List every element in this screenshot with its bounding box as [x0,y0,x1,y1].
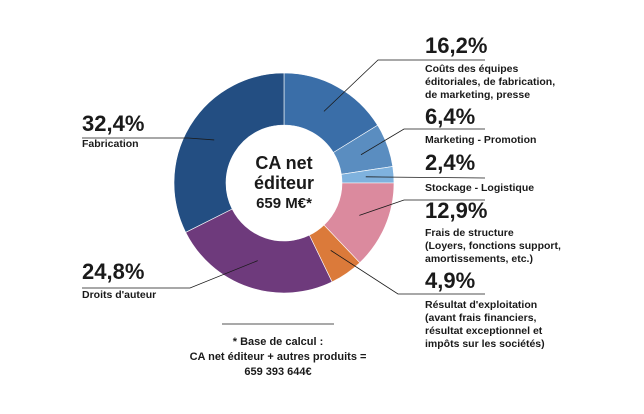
slice-value-label: 16,2% [425,33,487,58]
slice-value-label: 32,4% [82,111,144,136]
slice-category-label: Frais de structure [425,227,514,239]
slice-category-label: Coûts des équipes [425,63,519,75]
donut-slices [173,72,395,294]
center-label-line: éditeur [254,173,314,193]
footnote-line: CA net éditeur + autres produits = [190,351,367,363]
footnote-line: 659 393 644€ [244,366,311,378]
center-label-line: CA net [255,153,312,173]
donut-slice [173,72,285,233]
slice-category-label: (avant frais financiers, [425,312,537,324]
callout-line [82,137,215,141]
footnote: * Base de calcul : CA net éditeur + autre… [190,323,367,378]
slice-category-label: Fabrication [82,138,139,150]
slice-category-label: impôts sur les sociétés) [425,338,545,350]
slice-category-label: éditoriales, de fabrication, [425,76,555,88]
slice-value-label: 4,9% [425,268,475,293]
center-label-line: 659 M€* [256,195,312,212]
slice-category-label: de marketing, presse [425,89,530,101]
slice-category-label: Stockage - Logistique [425,182,534,194]
slice-category-label: amortissements, etc.) [425,253,533,265]
slice-value-label: 12,9% [425,198,487,223]
donut-slice [185,208,333,294]
slice-category-label: Résultat d'exploitation [425,299,537,311]
callout-line [365,176,486,179]
slice-value-label: 2,4% [425,150,475,175]
footnote-line: * Base de calcul : [233,336,324,348]
callout-line [359,199,485,216]
slice-category-label: résultat exceptionnel et [425,325,543,337]
slice-value-label: 6,4% [425,104,475,129]
callout-line [323,59,485,112]
slice-category-label: Droits d'auteur [82,289,156,301]
slice-category-label: Marketing - Promotion [425,134,536,146]
slice-value-label: 24,8% [82,259,144,284]
slice-category-label: (Loyers, fonctions support, [425,240,561,252]
callout-line [330,250,485,295]
callout-line [82,260,258,289]
callout-line [360,128,485,156]
